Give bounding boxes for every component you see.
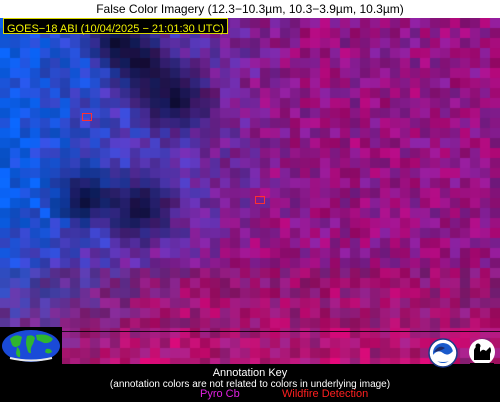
cimss-logo-icon <box>469 339 495 367</box>
annotation-key-title: Annotation Key <box>212 367 288 379</box>
wildfire-detection-legend: Wildfire Detection <box>282 388 369 400</box>
false-color-image <box>0 18 500 364</box>
satellite-label: GOES−18 ABI (10/04/2025 − 21:01:30 UTC) <box>3 18 229 35</box>
pyro-cb-legend: Pyro Cb <box>200 388 240 400</box>
annotation-key: Annotation Key (annotation colors are no… <box>0 368 500 402</box>
title-bar: False Color Imagery (12.3−10.3µm, 10.3−3… <box>0 0 500 18</box>
overlay-line <box>0 331 500 332</box>
noaa-logo-icon <box>428 338 458 368</box>
satellite-label-text: GOES−18 ABI (10/04/2025 − 21:01:30 UTC) <box>7 23 225 35</box>
satellite-imagery <box>0 18 500 364</box>
globe-icon <box>0 327 62 365</box>
wildfire-detection-box <box>255 196 265 204</box>
wildfire-detection-box <box>82 113 92 121</box>
annotation-key-note: (annotation colors are not related to co… <box>109 379 391 390</box>
image-title: False Color Imagery (12.3−10.3µm, 10.3−3… <box>96 2 404 16</box>
